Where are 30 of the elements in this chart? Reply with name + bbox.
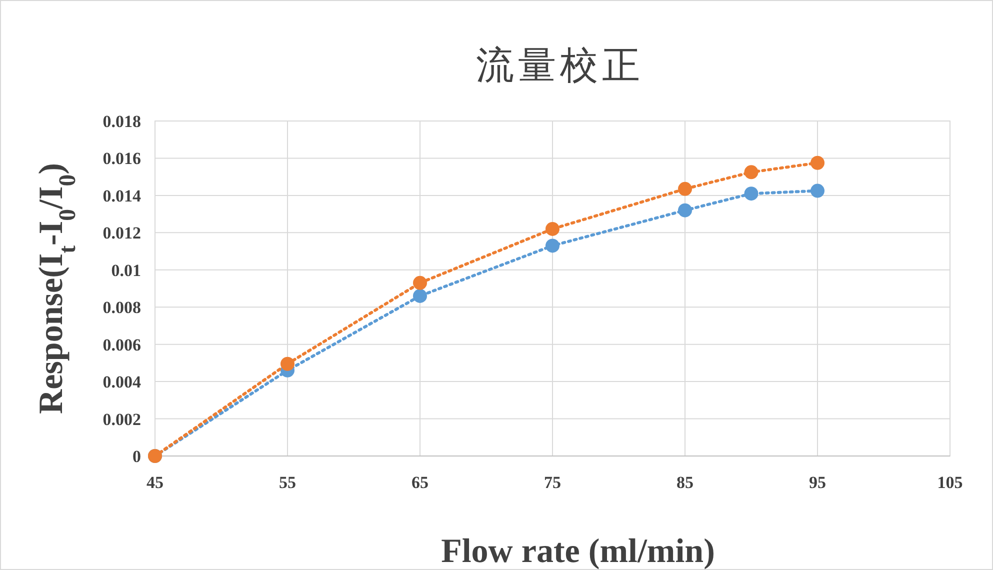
y-tick-label: 0.01 — [111, 260, 141, 280]
point — [810, 184, 824, 198]
y-tick-label: 0.016 — [102, 149, 141, 168]
point — [413, 288, 427, 303]
point — [413, 276, 427, 290]
y-tick-label: 0.008 — [102, 298, 141, 318]
point — [678, 203, 692, 218]
y-tick-label: 0.006 — [102, 335, 141, 354]
x-tick-label: 95 — [809, 473, 826, 492]
y-tick-label: 0.002 — [102, 410, 141, 429]
x-tick-label: 55 — [279, 473, 296, 492]
x-axis-title: Flow rate (ml/min) — [441, 533, 715, 570]
y-tick-label: 0.014 — [102, 186, 142, 206]
chart-title: 流量校正 — [476, 43, 644, 87]
x-tick-label: 85 — [676, 473, 694, 492]
point — [546, 222, 560, 236]
y-tick-label: 0.018 — [102, 112, 141, 131]
x-tick-label: 105 — [937, 473, 963, 492]
point — [744, 186, 758, 201]
y-tick-label: 0.012 — [102, 224, 141, 243]
y-tick-label: 0.004 — [102, 372, 142, 392]
point — [280, 356, 294, 371]
x-tick-label: 75 — [544, 473, 561, 492]
point — [678, 182, 692, 196]
x-tick-label: 45 — [146, 473, 164, 492]
point — [546, 238, 560, 253]
x-tick-label: 65 — [412, 473, 428, 492]
point — [744, 165, 758, 180]
y-tick-label: 0 — [132, 447, 141, 466]
point — [810, 156, 824, 170]
